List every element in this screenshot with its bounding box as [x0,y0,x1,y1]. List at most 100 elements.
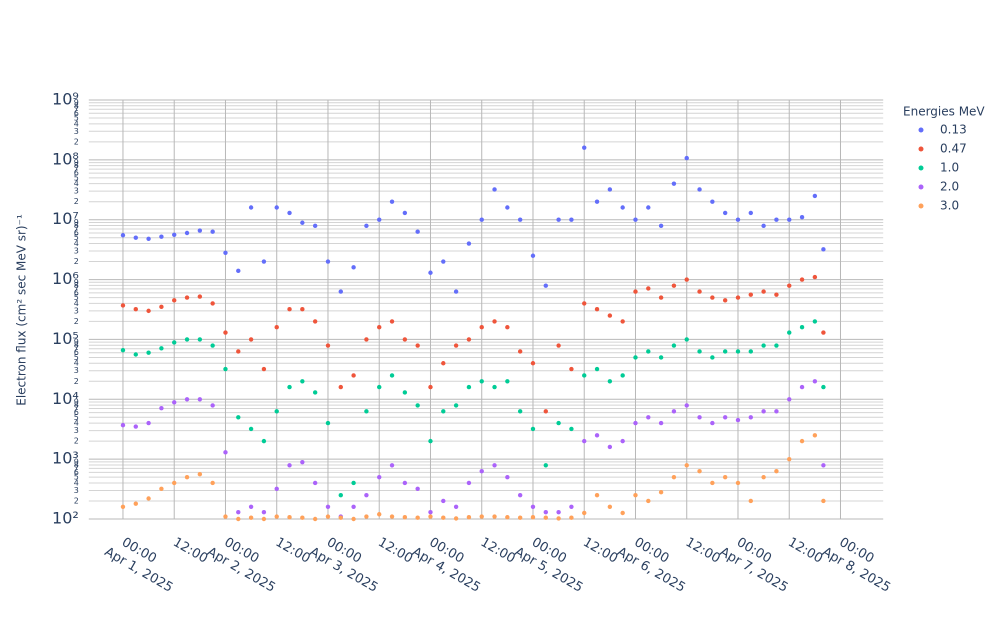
x-tick-label: 00:00Apr 2, 2025 [205,530,287,596]
y-tick-label: 5 [74,413,79,422]
point [710,355,715,360]
point [428,438,433,444]
point [556,217,561,222]
x-tick-label-line: 12:00 [580,535,620,567]
point [274,514,279,519]
point [428,514,433,519]
legend-item[interactable]: 0.47 [918,142,967,156]
point [312,319,318,324]
y-tick-label: 10² [52,509,79,528]
y-tick-label: 5 [74,473,79,482]
point [210,229,215,234]
point [710,480,715,486]
point [453,403,459,408]
point [236,509,241,515]
y-tick-label: 4 [74,179,79,188]
point [415,515,420,520]
point [684,403,689,408]
point [184,337,190,342]
y-tick-label: 5 [74,353,79,362]
y-tick-label: 3 [74,366,79,375]
legend-item[interactable]: 2.0 [918,180,960,194]
point [748,498,753,504]
point [428,384,433,390]
point [197,472,203,477]
point [748,349,753,354]
point [248,205,254,210]
point [466,337,472,342]
point [761,343,766,348]
point [274,205,279,210]
point [351,504,356,509]
point [223,250,228,256]
point [146,236,151,241]
legend-marker [918,127,924,133]
y-tick-label: 3 [74,247,79,256]
x-tick-label: 00:00Apr 7, 2025 [717,530,799,596]
point [569,504,574,509]
y-tick-label: 10⁸ [52,149,79,168]
point [120,504,126,509]
point [133,352,138,357]
point [453,516,459,521]
point [172,400,177,405]
point [210,403,215,408]
point [287,210,292,216]
point [821,384,826,390]
x-tick-label: 00:00Apr 8, 2025 [820,530,902,596]
point [582,510,587,516]
point [543,509,548,515]
point [479,217,484,222]
y-tick-label: 3 [74,486,79,495]
point [428,270,433,275]
point [505,379,510,384]
point [697,289,702,294]
point [607,187,613,192]
point [658,223,664,229]
point [569,426,574,432]
x-tick-label: 00:00Apr 3, 2025 [307,530,389,596]
y-tick-label: 10⁵ [52,329,79,348]
point [671,343,677,348]
series [120,145,826,294]
point [428,509,433,515]
point [761,289,766,294]
point [799,384,805,390]
point [479,468,484,474]
point [377,217,382,222]
y-tick-label: 6 [74,228,79,237]
point [312,223,318,229]
point [492,463,497,468]
y-tick-label: 2 [74,496,79,505]
point [287,463,292,468]
point [582,145,587,150]
point [582,373,587,378]
point [364,409,369,414]
y-tick-label: 9 [74,398,79,407]
y-tick-label: 2 [74,137,79,146]
series [120,274,826,414]
point [338,384,343,390]
point [325,343,331,348]
point [774,343,779,348]
point [761,409,766,414]
point [620,205,625,210]
point [287,384,292,390]
x-tick-label: 12:00 [375,535,415,567]
legend-item[interactable]: 3.0 [918,199,960,213]
point [684,463,689,468]
point [133,235,138,240]
point [646,415,651,420]
point [530,361,536,366]
y-tick-label: 8 [74,161,79,170]
legend-item[interactable]: 1.0 [918,161,960,175]
point [517,217,523,222]
legend-item[interactable]: 0.13 [918,123,967,137]
point [441,498,446,504]
point [248,515,254,520]
point [684,277,689,282]
point [351,480,356,486]
point [120,303,126,308]
point [620,438,625,444]
y-tick-label: 8 [74,281,79,290]
